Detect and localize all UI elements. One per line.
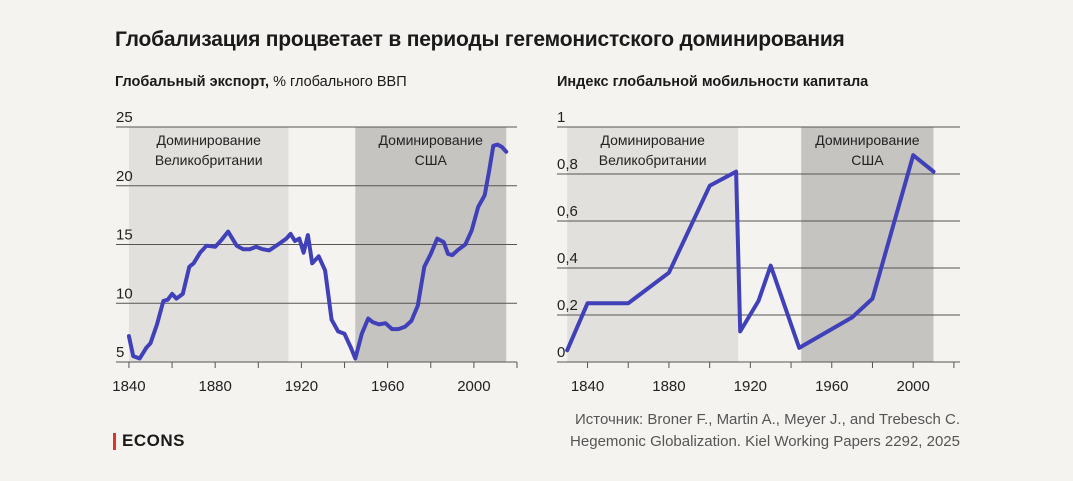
x-tick-label: 1840 xyxy=(112,378,145,395)
y-tick-label: 10 xyxy=(116,285,133,302)
x-tick-label: 1960 xyxy=(815,378,848,395)
source-note: Источник: Broner F., Martin A., Meyer J.… xyxy=(528,409,960,453)
period-label: Доминирование xyxy=(157,132,262,148)
x-tick-label: 2000 xyxy=(896,378,929,395)
y-tick-label: 0 xyxy=(557,344,565,361)
y-tick-label: 15 xyxy=(116,227,133,244)
period-label: Доминирование xyxy=(600,132,705,148)
x-tick-label: 2000 xyxy=(457,378,490,395)
y-tick-label: 0,2 xyxy=(557,297,578,314)
x-tick-label: 1840 xyxy=(571,378,604,395)
x-tick-label: 1880 xyxy=(652,378,685,395)
x-tick-label: 1880 xyxy=(198,378,231,395)
logo-text: ECONS xyxy=(122,431,185,450)
x-tick-label: 1920 xyxy=(285,378,318,395)
y-tick-label: 1 xyxy=(557,109,565,126)
y-tick-label: 0,6 xyxy=(557,203,578,220)
x-tick-label: 1920 xyxy=(734,378,767,395)
econs-logo: ECONS xyxy=(113,431,185,451)
period-label: Доминирование xyxy=(379,132,484,148)
chart-title: Глобализация процветает в периоды гегемо… xyxy=(115,28,845,51)
series-line xyxy=(126,142,509,361)
left-chart-subtitle: Глобальный экспорт, % глобального ВВП xyxy=(115,74,407,90)
x-tick-label: 1960 xyxy=(371,378,404,395)
y-tick-label: 0,8 xyxy=(557,156,578,173)
y-tick-label: 20 xyxy=(116,168,133,185)
series-line xyxy=(565,153,936,353)
left-subtitle-normal: % глобального ВВП xyxy=(269,74,407,90)
source-line-1: Источник: Broner F., Martin A., Meyer J.… xyxy=(575,411,960,428)
period-label: Великобритании xyxy=(599,152,707,168)
period-label: США xyxy=(851,152,884,168)
period-band xyxy=(567,127,739,362)
y-tick-label: 5 xyxy=(116,344,124,361)
left-subtitle-bold: Глобальный экспорт, xyxy=(115,74,270,90)
period-label: США xyxy=(415,152,448,168)
right-chart-subtitle: Индекс глобальной мобильности капитала xyxy=(557,74,869,90)
period-label: Доминирование xyxy=(815,132,920,148)
period-label: Великобритании xyxy=(155,152,263,168)
logo-accent-bar xyxy=(113,432,116,450)
y-tick-label: 25 xyxy=(116,109,133,126)
y-tick-label: 0,4 xyxy=(557,250,578,267)
source-line-2: Hegemonic Globalization. Kiel Working Pa… xyxy=(570,433,960,450)
